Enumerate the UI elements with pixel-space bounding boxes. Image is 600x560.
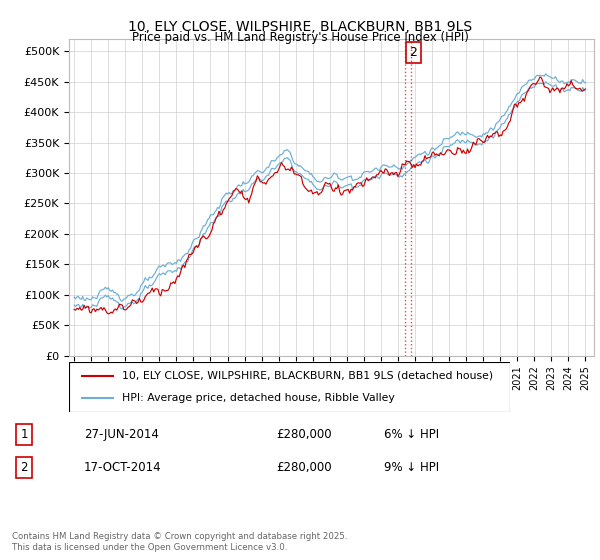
FancyBboxPatch shape [69, 362, 510, 412]
Text: 1: 1 [20, 428, 28, 441]
Text: 6% ↓ HPI: 6% ↓ HPI [384, 428, 439, 441]
Text: Price paid vs. HM Land Registry's House Price Index (HPI): Price paid vs. HM Land Registry's House … [131, 31, 469, 44]
Text: 9% ↓ HPI: 9% ↓ HPI [384, 461, 439, 474]
Text: 10, ELY CLOSE, WILPSHIRE, BLACKBURN, BB1 9LS (detached house): 10, ELY CLOSE, WILPSHIRE, BLACKBURN, BB1… [122, 371, 493, 381]
Text: 27-JUN-2014: 27-JUN-2014 [84, 428, 159, 441]
Text: HPI: Average price, detached house, Ribble Valley: HPI: Average price, detached house, Ribb… [122, 393, 395, 403]
Text: £280,000: £280,000 [276, 461, 332, 474]
Text: Contains HM Land Registry data © Crown copyright and database right 2025.
This d: Contains HM Land Registry data © Crown c… [12, 532, 347, 552]
Text: 2: 2 [409, 46, 417, 59]
Text: 2: 2 [20, 461, 28, 474]
Text: 17-OCT-2014: 17-OCT-2014 [84, 461, 161, 474]
Text: 10, ELY CLOSE, WILPSHIRE, BLACKBURN, BB1 9LS: 10, ELY CLOSE, WILPSHIRE, BLACKBURN, BB1… [128, 20, 472, 34]
Text: £280,000: £280,000 [276, 428, 332, 441]
